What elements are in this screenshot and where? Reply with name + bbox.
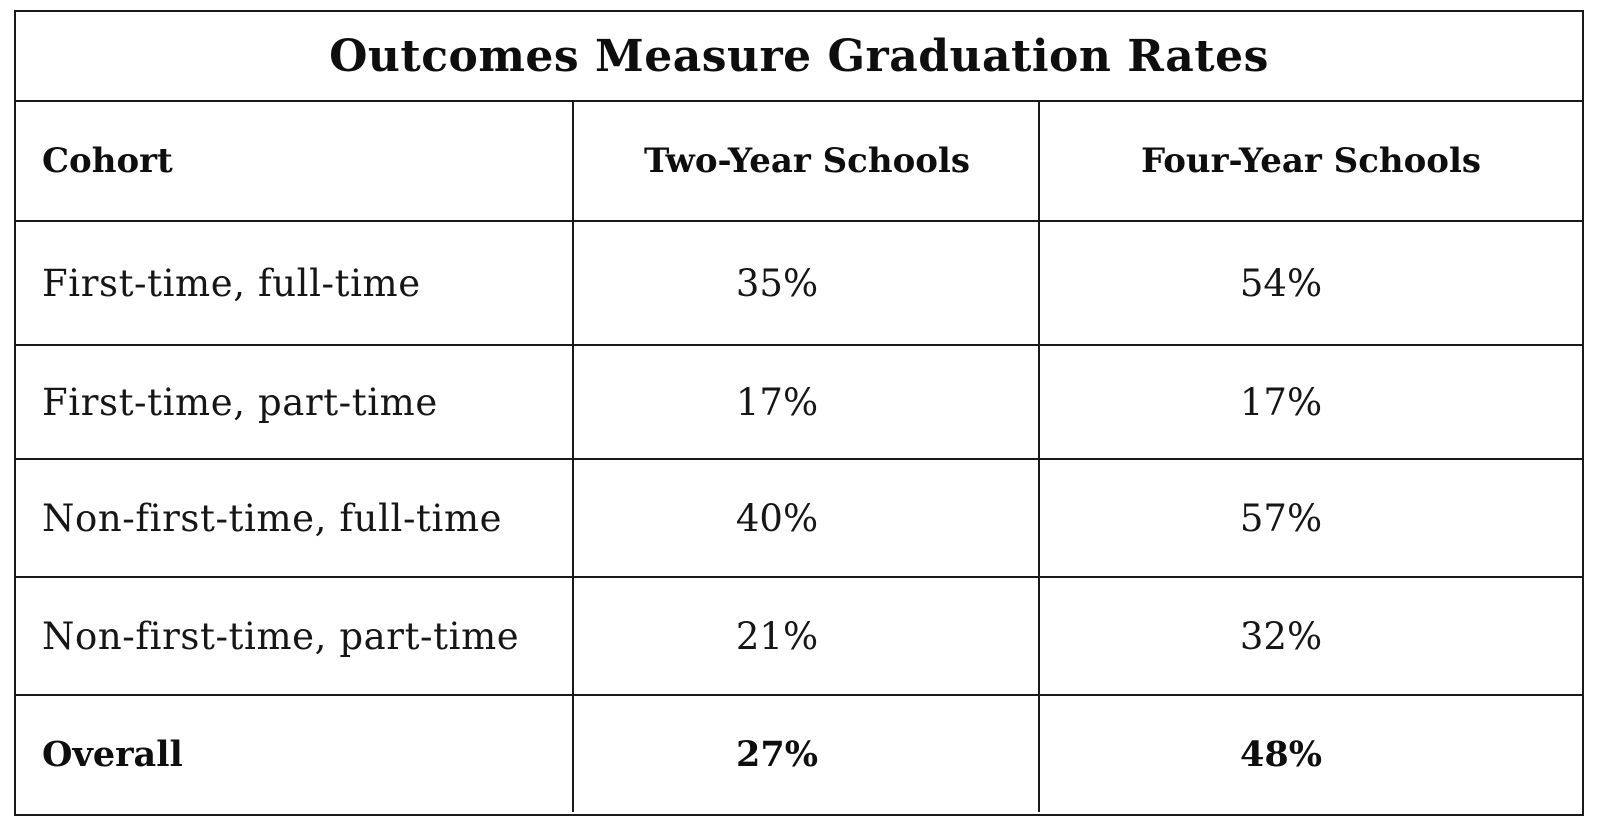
cohort-cell: First-time, full-time (16, 222, 574, 344)
table-row: First-time, full-time 35% 54% (16, 222, 1582, 346)
header-two-year: Two-Year Schools (643, 141, 970, 181)
four-year-cell: 17% (1040, 346, 1582, 458)
table-title: Outcomes Measure Graduation Rates (329, 30, 1269, 82)
four-year-cell: 57% (1040, 460, 1582, 576)
total-row: Overall 27% 48% (16, 696, 1582, 812)
four-year-value: 48% (1240, 733, 1322, 775)
header-cohort: Cohort (42, 141, 173, 181)
cohort-label: Overall (42, 733, 183, 775)
two-year-value: 17% (735, 380, 819, 424)
two-year-cell: 40% (574, 460, 1040, 576)
table-row: First-time, part-time 17% 17% (16, 346, 1582, 460)
four-year-value: 32% (1239, 614, 1323, 658)
four-year-cell: 48% (1040, 696, 1582, 812)
header-cell-four-year: Four-Year Schools (1040, 102, 1582, 220)
header-cell-two-year: Two-Year Schools (574, 102, 1040, 220)
header-row: Cohort Two-Year Schools Four-Year School… (16, 102, 1582, 222)
cohort-cell: Overall (16, 696, 574, 812)
cohort-cell: Non-first-time, part-time (16, 578, 574, 694)
two-year-cell: 35% (574, 222, 1040, 344)
two-year-cell: 21% (574, 578, 1040, 694)
table-frame: Outcomes Measure Graduation Rates Cohort… (14, 10, 1584, 816)
cohort-cell: First-time, part-time (16, 346, 574, 458)
column-divider (1038, 102, 1040, 812)
cohort-label: Non-first-time, full-time (42, 496, 503, 540)
table-row: Non-first-time, part-time 21% 32% (16, 578, 1582, 696)
four-year-value: 57% (1239, 496, 1323, 540)
table-grid: Cohort Two-Year Schools Four-Year School… (16, 102, 1582, 816)
column-divider (572, 102, 574, 812)
two-year-value: 27% (736, 733, 818, 775)
two-year-value: 21% (735, 614, 819, 658)
cohort-label: First-time, full-time (42, 261, 421, 305)
two-year-cell: 17% (574, 346, 1040, 458)
four-year-cell: 32% (1040, 578, 1582, 694)
two-year-cell: 27% (574, 696, 1040, 812)
header-cell-cohort: Cohort (16, 102, 574, 220)
table-row: Non-first-time, full-time 40% 57% (16, 460, 1582, 578)
four-year-value: 54% (1239, 261, 1323, 305)
four-year-cell: 54% (1040, 222, 1582, 344)
four-year-value: 17% (1239, 380, 1323, 424)
cohort-label: First-time, part-time (42, 380, 438, 424)
cohort-cell: Non-first-time, full-time (16, 460, 574, 576)
cohort-label: Non-first-time, part-time (42, 614, 520, 658)
header-four-year: Four-Year Schools (1140, 141, 1482, 181)
two-year-value: 35% (735, 261, 819, 305)
two-year-value: 40% (735, 496, 819, 540)
title-row: Outcomes Measure Graduation Rates (16, 12, 1582, 102)
